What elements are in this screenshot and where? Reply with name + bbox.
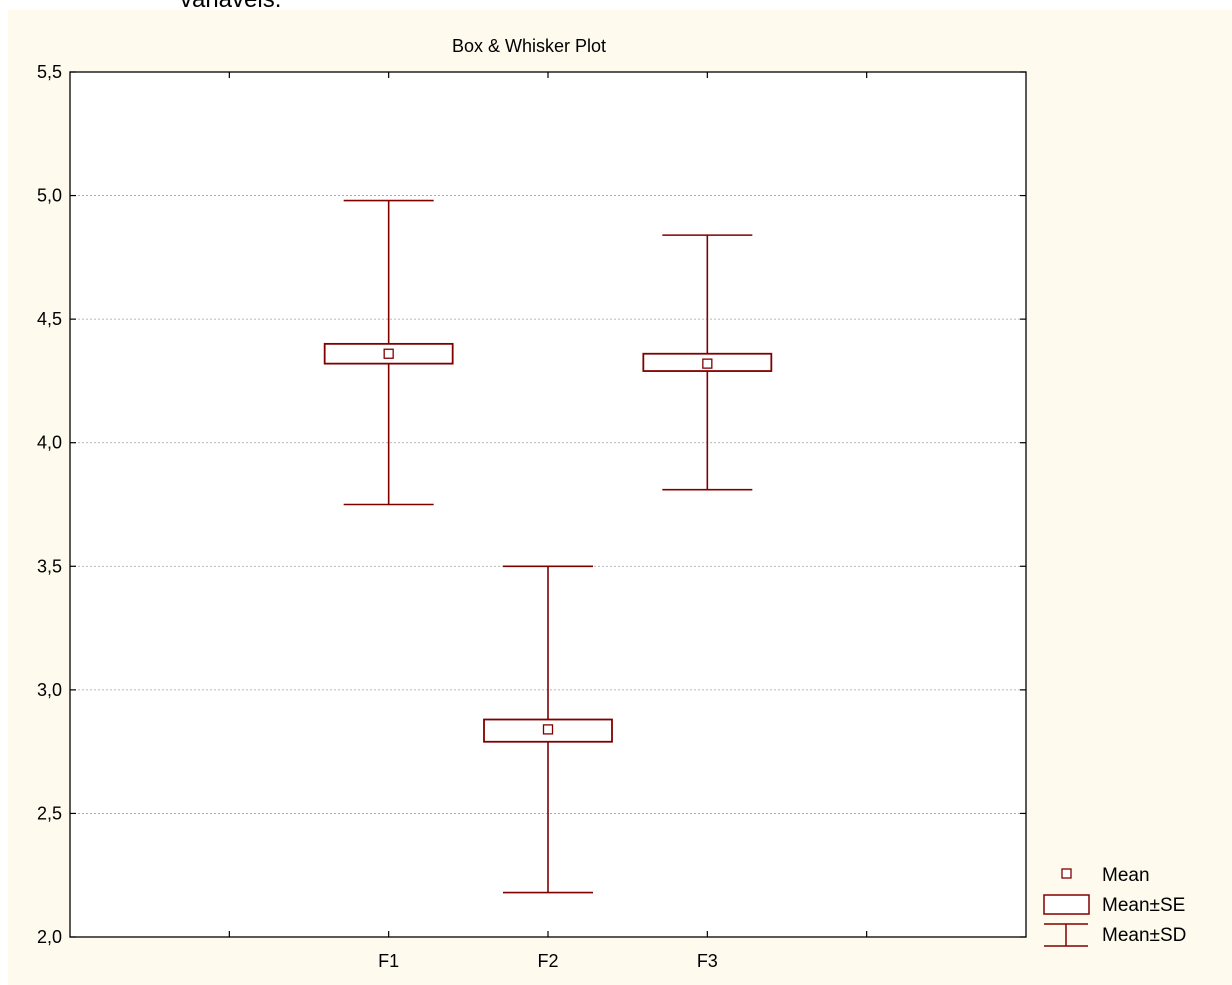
box-group-f3 — [642, 234, 773, 491]
mean-marker — [542, 724, 554, 735]
y-tick-label: 3,0 — [37, 680, 62, 700]
box-group-f1 — [323, 199, 454, 506]
legend-label: Mean±SE — [1102, 895, 1185, 916]
legend-mean-icon — [1061, 868, 1072, 879]
header-text-fragment: variáveis. — [180, 0, 281, 14]
y-tick-label: 4,0 — [37, 433, 62, 453]
x-tick-label: F3 — [697, 951, 718, 971]
chart-title: Box & Whisker Plot — [452, 36, 606, 56]
y-tick-label: 4,5 — [37, 309, 62, 329]
y-tick-label: 2,5 — [37, 803, 62, 823]
legend-item-whisker: Mean±SD — [1044, 923, 1186, 947]
y-tick-label: 5,0 — [37, 186, 62, 206]
mean-marker — [702, 358, 713, 369]
legend-se-icon — [1043, 894, 1090, 915]
x-tick-label: F2 — [537, 951, 558, 971]
legend-label: Mean±SD — [1102, 925, 1186, 946]
series-layer — [323, 199, 773, 894]
axes: 2,0 2,5 3,0 3,5 4,0 4,5 5,0 5,5 F1 F2 F3 — [37, 62, 1026, 971]
box-group-f2 — [483, 565, 613, 894]
mean-marker — [383, 348, 394, 359]
y-tick-label: 2,0 — [37, 927, 62, 947]
x-tick-label: F1 — [378, 951, 399, 971]
legend: Mean Mean±SE Mean±SD — [1043, 865, 1186, 947]
legend-item-box: Mean±SE — [1043, 894, 1185, 916]
legend-label: Mean — [1102, 865, 1150, 886]
legend-item-square: Mean — [1061, 865, 1150, 886]
y-tick-label: 3,5 — [37, 556, 62, 576]
y-tick-label: 5,5 — [37, 62, 62, 82]
